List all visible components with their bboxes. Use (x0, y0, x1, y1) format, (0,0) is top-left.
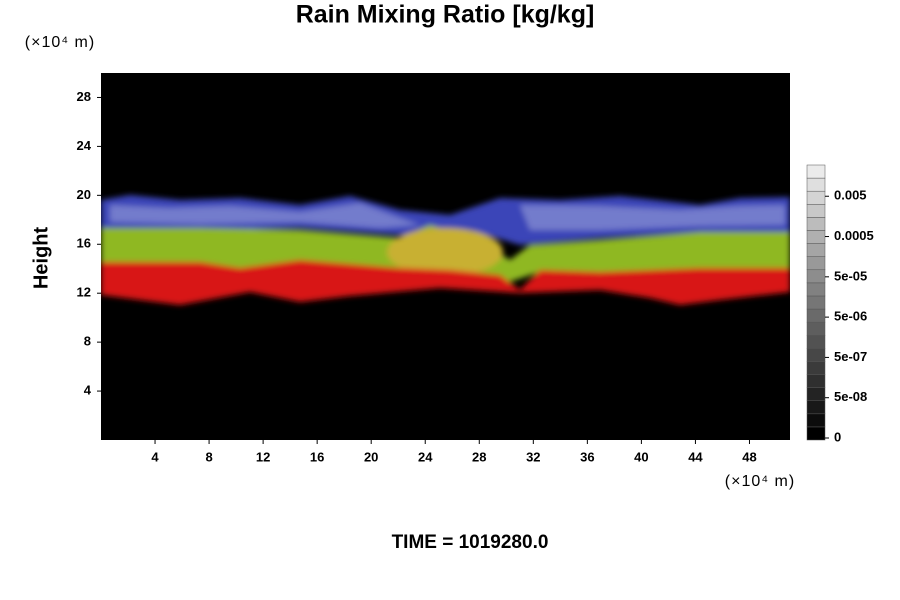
colorbar-tick-label: 0 (834, 429, 841, 444)
colorbar-level (806, 361, 826, 375)
colorbar-level (806, 400, 826, 415)
red-layer (101, 260, 790, 305)
colorbar-level (806, 295, 826, 310)
x-tick-label: 44 (688, 449, 703, 464)
field (101, 195, 790, 305)
colorbar-tick-label: 5e-08 (834, 389, 867, 404)
colorbar-tick-label: 0.005 (834, 188, 867, 203)
colorbar-tick-label: 0.0005 (834, 228, 874, 243)
x-tick-label: 40 (634, 449, 648, 464)
colorbar-level (806, 308, 826, 323)
colorbar-level (806, 217, 826, 231)
x-tick-label: 20 (364, 449, 378, 464)
colorbar-level (806, 334, 826, 349)
colorbar-level (806, 256, 826, 271)
colorbar-level (806, 243, 826, 257)
y-tick-label: 24 (77, 138, 92, 153)
colorbar-level (806, 387, 826, 401)
y-tick-label: 16 (77, 236, 91, 251)
x-tick-label: 32 (526, 449, 540, 464)
y-tick-label: 20 (77, 187, 91, 202)
x-tick-label: 16 (310, 449, 324, 464)
time-label: TIME = 1019280.0 (392, 532, 549, 553)
y-tick-label: 28 (77, 89, 91, 104)
colorbar-level (806, 230, 826, 244)
colorbar-tick-label: 5e-07 (834, 349, 867, 364)
y-tick-label: 8 (84, 334, 91, 349)
x-tick-label: 12 (256, 449, 270, 464)
x-tick-label: 36 (580, 449, 594, 464)
colorbar-tick-label: 5e-06 (834, 309, 867, 324)
colorbar-level (806, 413, 826, 428)
x-tick-label: 8 (205, 449, 212, 464)
colorbar-level (806, 190, 826, 205)
colorbar-level (806, 177, 826, 192)
colorbar-level (806, 426, 826, 441)
x-tick-label: 4 (151, 449, 159, 464)
x-tick-label: 28 (472, 449, 486, 464)
colorbar-level (806, 282, 826, 297)
yellow-dome (387, 228, 503, 276)
colorbar-level (806, 348, 826, 362)
chart-title: Rain Mixing Ratio [kg/kg] (296, 1, 595, 29)
x-tick-label: 48 (742, 449, 756, 464)
blue-light-layer (110, 203, 785, 230)
y-unit: (×10⁴ m) (25, 34, 95, 51)
x-unit: (×10⁴ m) (725, 473, 795, 490)
colorbar-level (806, 321, 826, 336)
y-axis-label: Height (30, 227, 52, 290)
colorbar-level (806, 374, 826, 388)
y-tick-label: 12 (77, 285, 91, 300)
colorbar-level (806, 164, 826, 179)
x-tick-label: 24 (418, 449, 433, 464)
colorbar-level (806, 204, 826, 218)
colorbar-level (806, 269, 826, 284)
colorbar-tick-label: 5e-05 (834, 268, 867, 283)
y-tick-label: 4 (84, 383, 92, 398)
